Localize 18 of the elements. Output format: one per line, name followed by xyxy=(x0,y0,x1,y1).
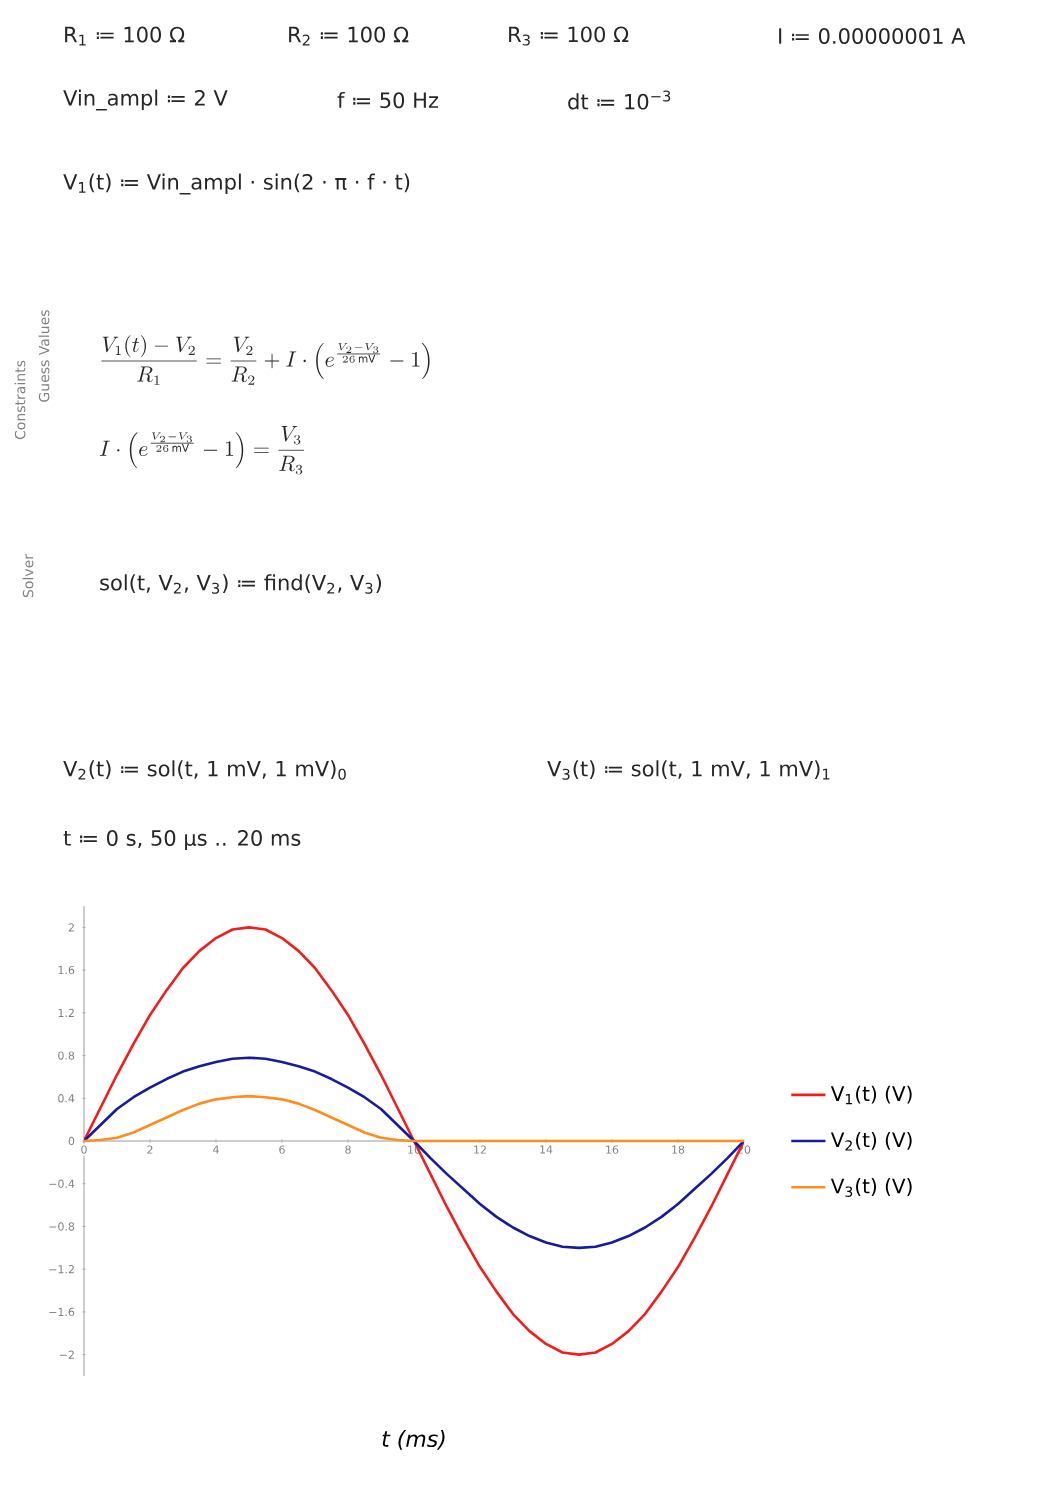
legend-label: V$_{2}$(t) (V) xyxy=(830,1131,912,1151)
x-axis-title: t (ms) xyxy=(382,1430,445,1450)
text: $I\cdot\left(e^{\frac{V_2-V_3}{26\,\mathrm{mV}}}-1\right)=\frac{V_3}{R_3}$ xyxy=(99,425,305,475)
legend-label: V$_{3}$(t) (V) xyxy=(830,1178,912,1197)
text: R$_{2}$ ≔ 100 Ω xyxy=(289,26,409,46)
text: $\frac{V_1(t)-V_2}{R_1}=\frac{V_2}{R_2}+I\cdot\left(e^{\frac{V_2-V_3}{26\,\mathrm{mV}}}-1\right)$ xyxy=(101,335,430,385)
text: I ≔ 0.00000001 A xyxy=(779,28,966,44)
text: V$_{3}$(t) ≔ sol(t, 1 mV, 1 mV)$_{1}$ xyxy=(547,760,830,780)
text: R$_{3}$ ≔ 100 Ω xyxy=(509,26,629,46)
text: dt ≔ 10$^{−3}$ xyxy=(568,90,671,110)
text: R$_{1}$ ≔ 100 Ω xyxy=(65,26,185,46)
text: V$_{1}$(t) ≔ Vin_ampl · sin(2 · π · f · t) xyxy=(63,173,410,195)
text: sol(t, V$_{2}$, V$_{3}$) ≔ find(V$_{2}$, V$_{3}$) xyxy=(100,574,382,594)
text: t ≔ 0 s, 50 μs .. 20 ms xyxy=(63,830,301,850)
legend-label: V$_{1}$(t) (V) xyxy=(830,1085,912,1105)
text: f ≔ 50 Hz xyxy=(337,91,439,109)
text: Vin_ampl ≔ 2 V xyxy=(63,89,228,111)
text: V$_{2}$(t) ≔ sol(t, 1 mV, 1 mV)$_{0}$ xyxy=(63,760,346,780)
